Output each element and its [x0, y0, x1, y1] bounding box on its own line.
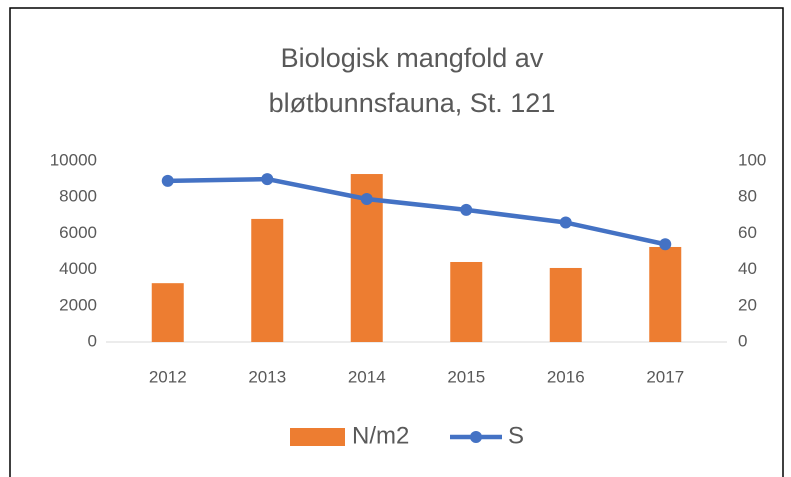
line: [167, 176, 666, 247]
y-tick-label: 4000: [59, 259, 97, 278]
y-tick-label: 2000: [59, 295, 97, 314]
legend-swatch: [290, 428, 345, 446]
bar: [549, 267, 582, 342]
line-marker: [460, 203, 473, 216]
y2-tick-label: 60: [738, 223, 757, 242]
bar: [649, 246, 682, 342]
x-tick-label: 2017: [646, 367, 684, 386]
legend-label: S: [508, 422, 524, 449]
y2-tick-label: 0: [738, 331, 747, 350]
y-tick-label: 0: [88, 331, 97, 350]
y2-tick-label: 20: [738, 295, 757, 314]
line-marker: [659, 238, 672, 251]
bar: [450, 261, 483, 342]
y2-tick-label: 40: [738, 259, 757, 278]
line-marker: [360, 193, 373, 206]
x-tick-label: 2014: [348, 367, 386, 386]
y2-tick-label: 100: [738, 150, 766, 169]
x-tick-label: 2013: [248, 367, 286, 386]
y-tick-label: 10000: [50, 150, 97, 169]
bar: [151, 283, 184, 342]
chart-title: Biologisk mangfold av: [281, 43, 544, 73]
x-tick-label: 2016: [547, 367, 585, 386]
line-marker: [261, 173, 274, 186]
legend-swatch-marker: [470, 431, 482, 443]
bar: [251, 218, 284, 342]
x-tick-label: 2012: [149, 367, 187, 386]
chart-title: bløtbunnsfauna, St. 121: [269, 88, 556, 118]
y-tick-label: 8000: [59, 187, 97, 206]
y2-tick-label: 80: [738, 187, 757, 206]
line-marker: [161, 174, 174, 187]
x-tick-label: 2015: [447, 367, 485, 386]
line-marker: [559, 216, 572, 229]
legend-label: N/m2: [352, 422, 409, 449]
y-tick-label: 6000: [59, 223, 97, 242]
